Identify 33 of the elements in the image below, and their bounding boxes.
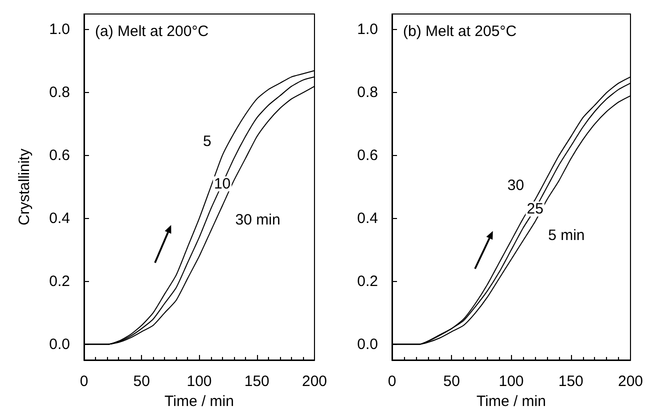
- x-tick-label: 100: [186, 373, 212, 390]
- x-tick-label: 150: [244, 373, 270, 390]
- x-tick-label: 200: [302, 373, 327, 390]
- y-tick-label: 1.0: [49, 21, 70, 38]
- x-axis-title: Time / min: [476, 392, 546, 410]
- annotation: 5: [202, 133, 212, 150]
- annotation: 10: [214, 175, 231, 192]
- y-tick-label: 1.0: [357, 21, 378, 38]
- y-tick-label: 0.2: [49, 272, 70, 290]
- y-tick-label: 0.8: [49, 84, 70, 102]
- y-tick-label: 0.4: [49, 210, 70, 227]
- text: (a) Melt at 200°C: [95, 23, 209, 40]
- y-tick-label: 0.0: [357, 336, 378, 353]
- text: (b) Melt at 205°C: [403, 23, 517, 40]
- y-tick-label: 0.6: [49, 147, 70, 164]
- x-tick-label: 0: [388, 373, 396, 390]
- x-tick-label: 200: [618, 373, 643, 390]
- y-tick-label: 0.0: [49, 336, 70, 353]
- y-axis-title: Crystallinity: [16, 148, 33, 226]
- annotation: 30 min: [235, 211, 280, 228]
- y-tick-label: 0.8: [357, 84, 378, 102]
- x-tick-label: 150: [558, 373, 584, 390]
- x-tick-label: 50: [133, 373, 150, 390]
- y-tick-label: 0.2: [357, 272, 378, 290]
- x-tick-label: 0: [80, 373, 88, 390]
- annotation: 5 min: [548, 227, 585, 244]
- x-tick-label: 50: [443, 373, 460, 390]
- y-tick-label: 0.6: [357, 147, 378, 164]
- x-tick-label: 100: [498, 373, 524, 390]
- annotation: 30: [507, 177, 524, 194]
- y-tick-label: 0.4: [357, 210, 378, 227]
- annotation: 25: [526, 200, 544, 218]
- x-axis-title: Time / min: [164, 392, 234, 410]
